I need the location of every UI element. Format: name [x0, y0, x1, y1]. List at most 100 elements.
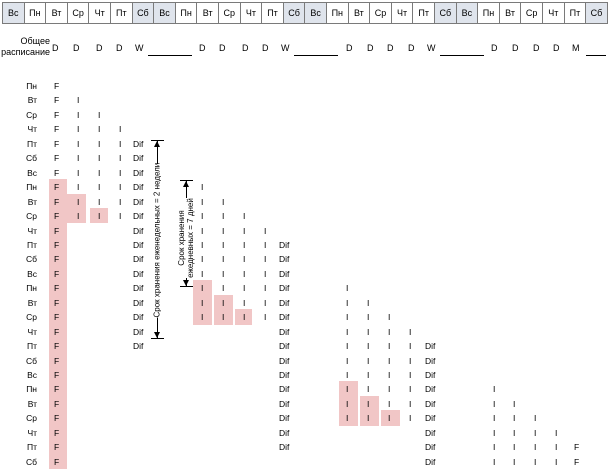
- incremental-backup-mark: I: [98, 196, 101, 207]
- incremental-backup-mark: I: [493, 413, 496, 424]
- incremental-backup-mark: I: [77, 153, 80, 164]
- daily-retention-top-tick: [180, 180, 193, 181]
- incremental-backup-mark: I: [493, 456, 496, 467]
- header-day-cell: Вт: [498, 2, 522, 24]
- incremental-backup-mark: I: [388, 341, 391, 352]
- incremental-backup-mark: I: [367, 370, 370, 380]
- row-day-label: Ср: [26, 312, 37, 323]
- highlight-bar: [49, 179, 67, 470]
- full-backup-mark: F: [54, 138, 60, 149]
- incremental-backup-mark: I: [77, 124, 80, 135]
- full-backup-mark: F: [54, 225, 60, 236]
- incremental-backup-mark: I: [409, 384, 412, 395]
- incremental-backup-mark: I: [493, 427, 496, 438]
- row-day-label: Пн: [26, 283, 37, 294]
- incremental-backup-mark: I: [77, 95, 80, 106]
- differential-backup-mark: Dif: [133, 312, 144, 323]
- differential-backup-mark: Dif: [133, 283, 144, 294]
- header-day-cell: Сб: [282, 2, 306, 24]
- full-backup-mark: F: [54, 398, 60, 409]
- full-backup-mark: F: [54, 196, 60, 207]
- differential-backup-mark: Dif: [279, 413, 290, 424]
- row-day-label: Вс: [27, 167, 37, 178]
- header-day-cell: Ср: [218, 2, 241, 24]
- incremental-backup-mark: I: [201, 312, 204, 323]
- schedule-code: D: [242, 43, 249, 53]
- highlight-bar: [235, 309, 252, 325]
- incremental-backup-mark: I: [388, 355, 391, 366]
- full-backup-mark: F: [54, 211, 60, 222]
- incremental-backup-mark: I: [346, 413, 349, 424]
- differential-backup-mark: Dif: [133, 341, 144, 352]
- row-day-label: Чт: [27, 225, 37, 236]
- differential-backup-mark: Dif: [133, 182, 144, 193]
- full-backup-mark: F: [574, 442, 580, 453]
- header-day-cell: Вс: [455, 2, 479, 24]
- full-backup-mark: F: [54, 297, 60, 308]
- incremental-backup-mark: I: [493, 398, 496, 409]
- schedule-code: D: [52, 43, 59, 53]
- full-backup-mark: F: [54, 326, 60, 337]
- full-backup-mark: F: [54, 283, 60, 294]
- differential-backup-mark: Dif: [425, 413, 436, 424]
- incremental-backup-mark: I: [346, 312, 349, 323]
- incremental-backup-mark: I: [493, 442, 496, 453]
- row-day-label: Вт: [27, 95, 37, 106]
- header-day-cell: Чт: [390, 2, 414, 24]
- incremental-backup-mark: I: [222, 297, 225, 308]
- incremental-backup-mark: I: [534, 427, 537, 438]
- full-backup-mark: F: [54, 355, 60, 366]
- row-day-label: Пн: [26, 384, 37, 395]
- incremental-backup-mark: I: [513, 442, 516, 453]
- full-backup-mark: F: [54, 384, 60, 395]
- differential-backup-mark: Dif: [279, 239, 290, 250]
- incremental-backup-mark: I: [119, 211, 122, 222]
- daily-retention-label: Срок хранения ежедневных = 7 дней: [177, 198, 195, 278]
- incremental-backup-mark: I: [77, 211, 80, 222]
- header-day-cell: Чт: [239, 2, 263, 24]
- header-day-cell: Пн: [174, 2, 198, 24]
- schedule-code: D: [219, 43, 226, 53]
- row-day-label: Сб: [25, 254, 37, 265]
- incremental-backup-mark: I: [367, 413, 370, 424]
- schedule-code: W: [135, 43, 144, 53]
- incremental-backup-mark: I: [119, 124, 122, 135]
- weekly-retention-arrow-up: [154, 141, 160, 147]
- differential-backup-mark: Dif: [133, 297, 144, 308]
- full-backup-mark: F: [54, 109, 60, 120]
- incremental-backup-mark: I: [201, 182, 204, 193]
- differential-backup-mark: Dif: [279, 297, 290, 308]
- incremental-backup-mark: I: [243, 211, 246, 222]
- header-day-cell: Вт: [196, 2, 219, 24]
- full-backup-mark: F: [574, 456, 580, 467]
- incremental-backup-mark: I: [513, 398, 516, 409]
- incremental-backup-mark: I: [346, 341, 349, 352]
- incremental-backup-mark: I: [367, 341, 370, 352]
- incremental-backup-mark: I: [77, 182, 80, 193]
- full-backup-mark: F: [54, 427, 60, 438]
- incremental-backup-mark: I: [264, 254, 267, 265]
- highlight-bar: [193, 280, 212, 325]
- incremental-backup-mark: I: [243, 225, 246, 236]
- incremental-backup-mark: I: [222, 239, 225, 250]
- schedule-code: D: [387, 43, 394, 53]
- differential-backup-mark: Dif: [279, 268, 290, 279]
- row-day-label: Пн: [26, 81, 37, 91]
- row-day-label: Чт: [27, 326, 37, 337]
- incremental-backup-mark: I: [367, 355, 370, 366]
- incremental-backup-mark: I: [98, 167, 101, 178]
- incremental-backup-mark: I: [409, 341, 412, 352]
- differential-backup-mark: Dif: [133, 239, 144, 250]
- incremental-backup-mark: I: [409, 398, 412, 409]
- header-day-cell: Сб: [434, 2, 457, 24]
- schedule-underline: [294, 55, 338, 56]
- incremental-backup-mark: I: [201, 196, 204, 207]
- header-day-cell: Вс: [2, 2, 25, 24]
- highlight-bar: [67, 193, 86, 224]
- schedule-code: D: [553, 43, 560, 53]
- incremental-backup-mark: I: [346, 283, 349, 294]
- highlight-bar: [381, 410, 400, 426]
- row-day-label: Вт: [27, 398, 37, 409]
- header-day-cell: Вс: [153, 2, 176, 24]
- incremental-backup-mark: I: [346, 355, 349, 366]
